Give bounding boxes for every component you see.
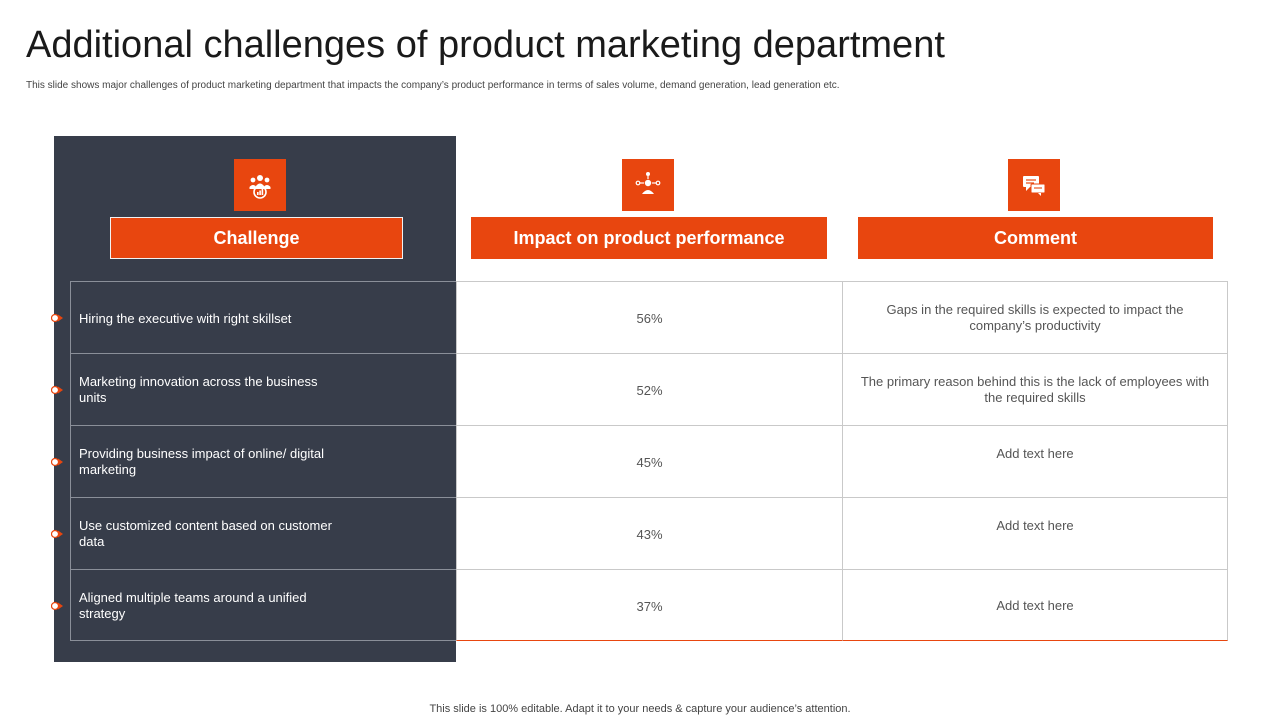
challenge-text: Aligned multiple teams around a unified … bbox=[79, 590, 307, 621]
chat-bubbles-icon bbox=[1008, 159, 1060, 211]
table-row: Providing business impact of online/ dig… bbox=[51, 425, 1228, 497]
comment-text: The primary reason behind this is the la… bbox=[860, 374, 1210, 405]
challenge-cell: Hiring the executive with right skillset bbox=[51, 281, 456, 353]
slide-subtitle: This slide shows major challenges of pro… bbox=[26, 80, 840, 91]
comment-header: Comment bbox=[858, 217, 1213, 259]
impact-value: 56% bbox=[636, 311, 663, 326]
slide-title: Additional challenges of product marketi… bbox=[26, 24, 945, 66]
impact-cell: 45% bbox=[456, 425, 842, 497]
row-marker-icon bbox=[51, 313, 63, 323]
row-marker-icon bbox=[51, 385, 63, 395]
comment-text: Gaps in the required skills is expected … bbox=[886, 302, 1184, 333]
impact-cell: 37% bbox=[456, 569, 842, 641]
challenge-text: Use customized content based on customer… bbox=[79, 518, 332, 549]
table-row: Use customized content based on customer… bbox=[51, 497, 1228, 569]
challenge-cell: Use customized content based on customer… bbox=[51, 497, 456, 569]
comment-text: Add text here bbox=[996, 598, 1074, 613]
team-growth-icon bbox=[234, 159, 286, 211]
challenge-text: Hiring the executive with right skillset bbox=[79, 311, 292, 326]
row-marker-icon bbox=[51, 601, 63, 611]
table-row: Hiring the executive with right skillset… bbox=[51, 281, 1228, 353]
table-row: Aligned multiple teams around a unified … bbox=[51, 569, 1228, 641]
challenge-text: Marketing innovation across the business… bbox=[79, 374, 318, 405]
impact-value: 52% bbox=[636, 383, 663, 398]
challenge-cell: Providing business impact of online/ dig… bbox=[51, 425, 456, 497]
challenge-cell: Aligned multiple teams around a unified … bbox=[51, 569, 456, 641]
impact-header: Impact on product performance bbox=[471, 217, 827, 259]
row-marker-icon bbox=[51, 529, 63, 539]
row-marker-icon bbox=[51, 457, 63, 467]
impact-cell: 43% bbox=[456, 497, 842, 569]
table-row: Marketing innovation across the business… bbox=[51, 353, 1228, 425]
comment-cell: Add text here bbox=[842, 425, 1228, 497]
comment-cell: Add text here bbox=[842, 569, 1228, 641]
impact-value: 43% bbox=[636, 527, 663, 542]
impact-cell: 56% bbox=[456, 281, 842, 353]
challenge-text: Providing business impact of online/ dig… bbox=[79, 446, 324, 477]
slide-footer: This slide is 100% editable. Adapt it to… bbox=[429, 703, 851, 715]
comment-cell: The primary reason behind this is the la… bbox=[842, 353, 1228, 425]
comment-text: Add text here bbox=[996, 518, 1074, 533]
impact-value: 37% bbox=[636, 599, 663, 614]
user-network-icon bbox=[622, 159, 674, 211]
challenge-header: Challenge bbox=[110, 217, 403, 259]
comment-cell: Gaps in the required skills is expected … bbox=[842, 281, 1228, 353]
impact-value: 45% bbox=[636, 455, 663, 470]
challenge-cell: Marketing innovation across the business… bbox=[51, 353, 456, 425]
comment-cell: Add text here bbox=[842, 497, 1228, 569]
impact-cell: 52% bbox=[456, 353, 842, 425]
comment-text: Add text here bbox=[996, 446, 1074, 461]
